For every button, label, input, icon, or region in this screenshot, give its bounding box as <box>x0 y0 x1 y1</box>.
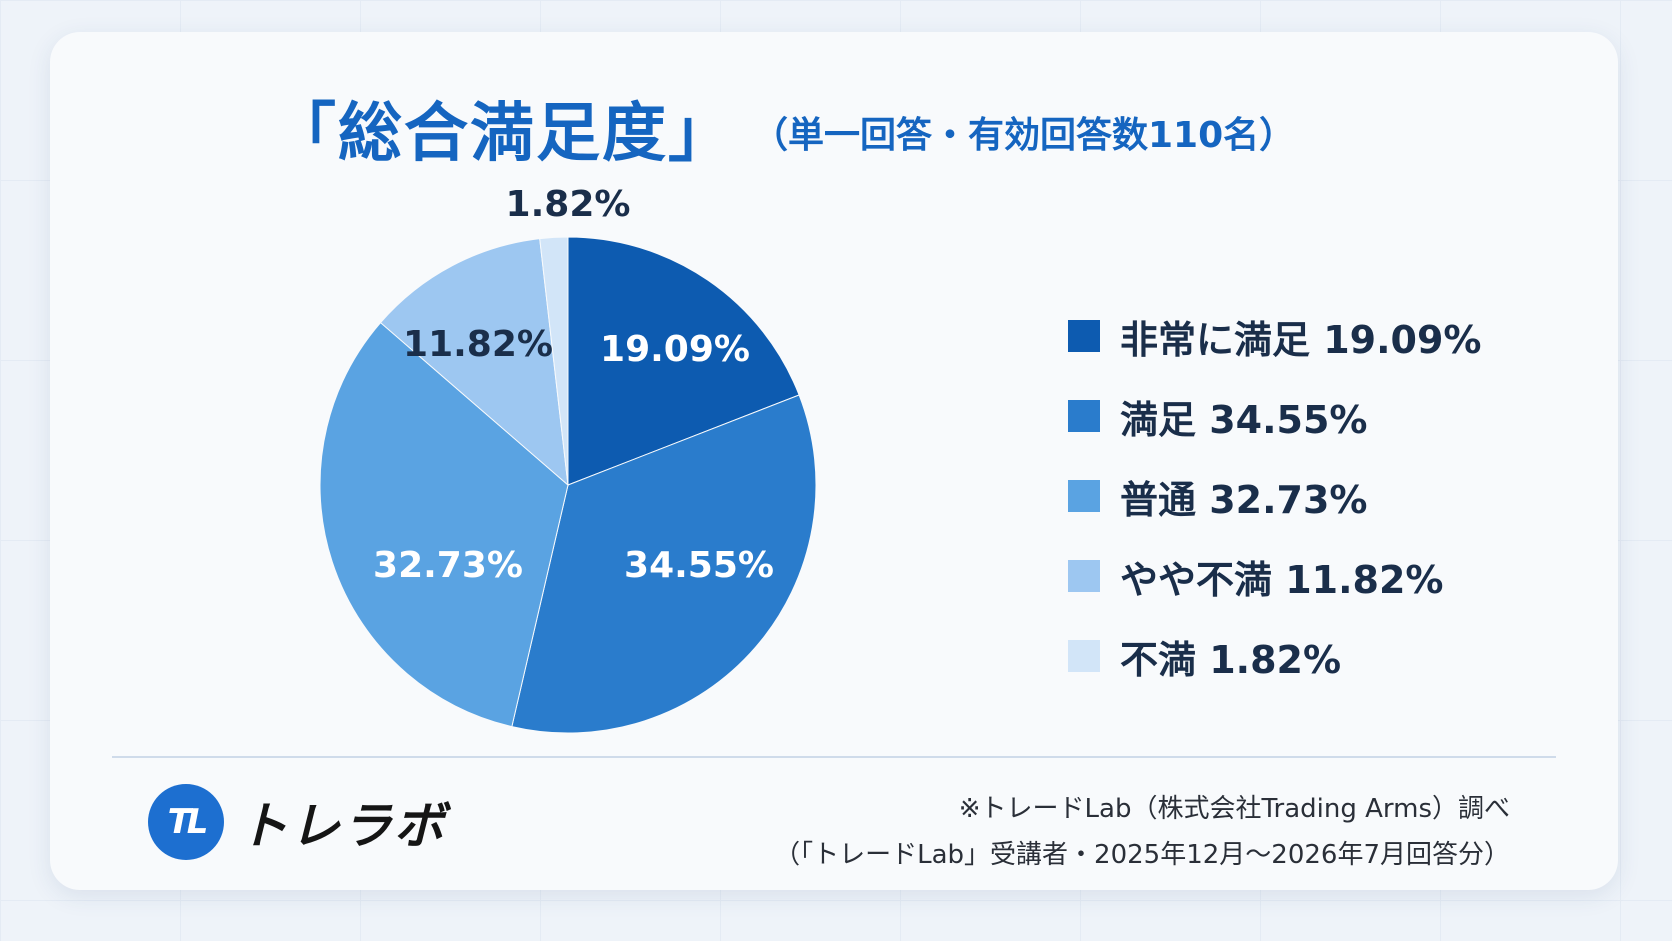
legend-label: 非常に満足 19.09% <box>1120 317 1482 362</box>
pie-slice-4 <box>379 238 569 487</box>
legend: 非常に満足 19.09% 満足 34.55% 普通 32.73% やや不満 11… <box>1068 296 1482 696</box>
legend-item: 不満 1.82% <box>1068 616 1482 696</box>
pie-data-label: 1.82% <box>506 184 631 225</box>
pie-slice-1 <box>567 236 800 486</box>
legend-item: やや不満 11.82% <box>1068 536 1482 616</box>
logo-text: トレラボ <box>238 797 446 855</box>
legend-swatch <box>1068 480 1100 512</box>
logo-mark-text: TL <box>167 802 209 842</box>
legend-label: やや不満 11.82% <box>1120 557 1444 602</box>
source-note: ※トレードLab（株式会社Trading Arms）調べ （「トレードLab」受… <box>774 786 1510 878</box>
pie-data-label: 32.73% <box>373 545 523 586</box>
legend-swatch <box>1068 400 1100 432</box>
brand-logo: TL トレラボ <box>148 784 446 860</box>
chart-subtitle: （単一回答・有効回答数110名） <box>752 115 1296 156</box>
legend-item: 普通 32.73% <box>1068 456 1482 536</box>
pie-data-label: 34.55% <box>624 545 774 586</box>
source-note-line1: ※トレードLab（株式会社Trading Arms）調べ <box>958 794 1510 824</box>
divider <box>112 756 1556 758</box>
logo-mark-icon: TL <box>148 784 224 860</box>
pie-slice-3 <box>319 321 569 728</box>
legend-label: 満足 34.55% <box>1120 397 1368 442</box>
card <box>50 32 1618 890</box>
legend-label: 不満 1.82% <box>1120 637 1342 682</box>
pie-slice-2 <box>511 394 817 734</box>
legend-swatch <box>1068 640 1100 672</box>
pie-data-label: 19.09% <box>600 329 750 370</box>
legend-label: 普通 32.73% <box>1120 477 1368 522</box>
page-title: 「総合満足度」 <box>272 97 734 171</box>
pie-slice-5 <box>539 236 569 486</box>
legend-item: 満足 34.55% <box>1068 376 1482 456</box>
legend-item: 非常に満足 19.09% <box>1068 296 1482 376</box>
legend-swatch <box>1068 320 1100 352</box>
pie-data-label: 11.82% <box>403 324 553 365</box>
legend-swatch <box>1068 560 1100 592</box>
source-note-line2: （「トレードLab」受講者・2025年12月〜2026年7月回答分） <box>774 840 1510 870</box>
